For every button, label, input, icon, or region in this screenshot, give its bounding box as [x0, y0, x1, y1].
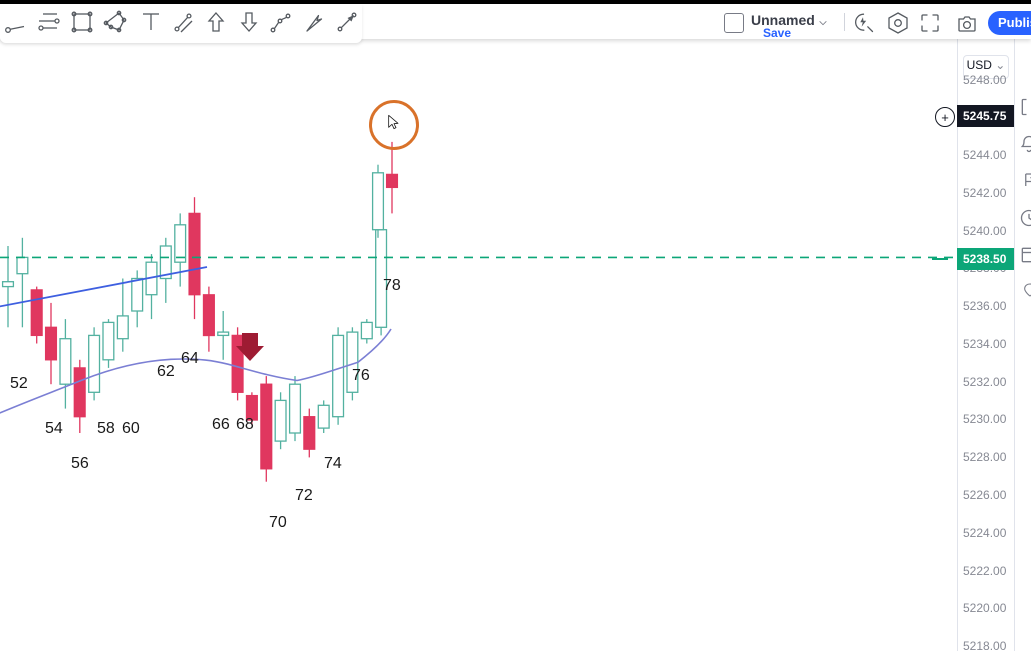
svg-text:76: 76 — [352, 367, 370, 384]
svg-text:64: 64 — [181, 350, 199, 367]
svg-text:70: 70 — [269, 514, 287, 531]
svg-text:58: 58 — [97, 420, 115, 437]
svg-text:72: 72 — [295, 487, 313, 504]
svg-text:66: 66 — [212, 416, 230, 433]
svg-text:60: 60 — [122, 420, 140, 437]
svg-text:78: 78 — [383, 277, 401, 294]
svg-text:74: 74 — [324, 455, 342, 472]
svg-text:62: 62 — [157, 363, 175, 380]
svg-text:52: 52 — [10, 375, 28, 392]
svg-text:68: 68 — [236, 416, 254, 433]
svg-text:54: 54 — [45, 420, 63, 437]
svg-text:56: 56 — [71, 455, 89, 472]
